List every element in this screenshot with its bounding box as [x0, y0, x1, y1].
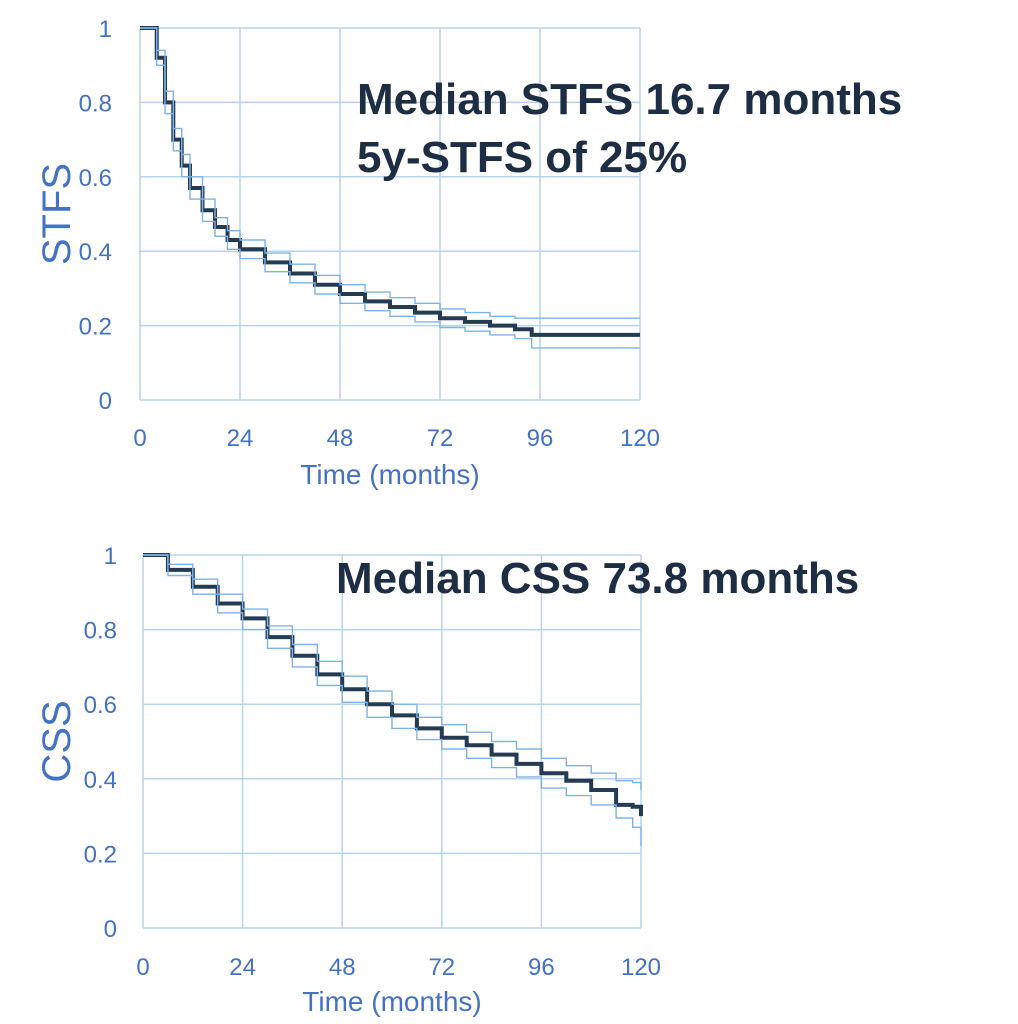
y-tick-label: 1: [104, 543, 117, 570]
chart-2: 0 24 48 72 96 120 0 0.2 0.4 0.6 0.8 1 Time (months) C…: [35, 543, 859, 1017]
y-tick-label: 0.6: [79, 165, 112, 192]
upper-ci-curve: [143, 554, 642, 790]
x-tick-label: 24: [227, 425, 254, 452]
y-tick-label: 0.8: [79, 90, 112, 117]
x-tick-label: 0: [133, 425, 146, 452]
x-tick-label: 96: [528, 954, 555, 981]
annotation-text: 5y-STFS of 25%: [357, 133, 687, 182]
x-tick-label: 120: [621, 954, 661, 981]
x-tick-label: 72: [427, 425, 454, 452]
lower-ci-curve: [143, 554, 642, 846]
annotation-text: Median STFS 16.7 months: [357, 75, 902, 124]
y-tick-label: 0.4: [79, 239, 112, 266]
x-tick-label: 48: [329, 954, 356, 981]
lower-ci-curve: [140, 27, 640, 349]
y-tick-label: 0.2: [79, 314, 112, 341]
x-tick-label: 96: [527, 425, 554, 452]
upper-ci-curve: [140, 27, 640, 319]
y-tick-label: 0.8: [84, 618, 117, 645]
x-tick-label: 48: [327, 425, 354, 452]
x-axis-label: Time (months): [302, 986, 481, 1017]
y-tick-label: 0: [104, 916, 117, 943]
y-tick-label: 0.6: [84, 692, 117, 719]
x-tick-label: 72: [428, 954, 455, 981]
x-axis-label: Time (months): [300, 459, 479, 490]
annotation-text: Median CSS 73.8 months: [336, 554, 859, 603]
y-axis-label: STFS: [35, 163, 79, 265]
y-axis-label: CSS: [35, 700, 79, 782]
x-tick-label: 24: [229, 954, 256, 981]
y-tick-label: 0.4: [84, 767, 117, 794]
y-tick-label: 0: [99, 388, 112, 415]
y-tick-label: 1: [99, 16, 112, 43]
x-tick-label: 120: [620, 425, 660, 452]
chart-1: 0 24 48 72 96 120 0 0.2 0.4 0.6 0.8 1 Time (months) S…: [35, 16, 902, 490]
y-tick-label: 0.2: [84, 841, 117, 868]
x-tick-label: 0: [136, 954, 149, 981]
